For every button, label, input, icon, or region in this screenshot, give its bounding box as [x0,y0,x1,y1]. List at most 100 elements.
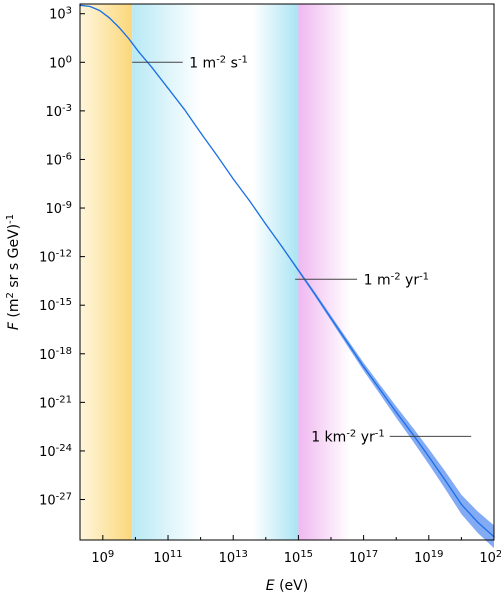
energy-band [252,4,299,540]
y-tick-base: 10 [45,105,62,120]
x-tick-label: 109 [91,549,114,567]
x-axis-label-unit: (eV) [275,578,309,594]
x-tick-exp: 21 [496,549,501,560]
y-axis-label-sup2: -1 [5,214,16,224]
spectrum-point [128,38,130,40]
annotation-part: 1 km [311,429,346,445]
spectrum-point [363,366,365,368]
x-axis-label-var: E [266,578,275,594]
annotation-sup: -1 [238,54,248,65]
x-tick-label: 1015 [284,549,313,567]
spectrum-point [167,87,169,89]
y-tick-exp: -24 [56,442,72,453]
energy-bands [80,4,351,540]
x-tick-base: 10 [349,551,366,566]
y-axis-label-var: F [6,321,22,330]
spectrum-point [200,132,202,134]
spectrum-point [330,317,332,319]
energy-band [298,4,351,540]
y-tick-label: 10-6 [45,151,72,169]
y-tick-label: 10-24 [39,442,72,460]
axis-ticks: 10910111013101510171019102110310010-310-… [39,5,501,566]
spectrum-point [314,293,316,295]
y-tick-label: 10-27 [39,491,72,509]
spectrum-point [98,9,101,12]
spectrum-point [89,5,91,8]
y-tick-label: 10-12 [39,248,72,266]
spectrum-point [138,51,140,53]
x-tick-exp: 9 [108,549,114,560]
annotation-sup: -1 [375,428,385,439]
annotation-sup: -1 [419,271,429,282]
energy-band [80,4,133,540]
y-tick-exp: -15 [56,297,72,308]
y-tick-exp: -6 [62,151,72,162]
x-tick-base: 10 [153,551,170,566]
y-tick-exp: -21 [56,394,72,405]
spectrum-point [297,269,300,271]
annotation-part: yr [356,429,375,445]
spectrum-point [183,108,185,110]
spectrum-point [411,433,414,435]
y-axis-label-part: (m [6,298,22,322]
y-tick-label: 10-3 [45,102,72,120]
annotation-label: 1 km-2 yr-1 [311,428,385,446]
y-tick-base: 10 [39,348,56,363]
spectrum-point [118,26,120,29]
annotation-part: yr [401,272,420,288]
spectrum-uncertainty-band [80,5,494,549]
spectrum-point [444,479,446,481]
x-tick-exp: 19 [431,549,444,560]
y-tick-label: 100 [49,54,72,72]
spectrum-point [232,178,234,180]
annotations: 1 m-2 s-11 m-2 yr-11 km-2 yr-1 [132,54,472,446]
annotation-label: 1 m-2 yr-1 [364,271,429,289]
spectrum-point [216,154,218,157]
spectrum-point [108,17,110,19]
y-tick-label: 10-15 [39,297,72,315]
x-tick-label: 1011 [153,549,182,567]
x-tick-label: 1019 [414,549,443,567]
spectrum-series [79,4,495,549]
spectrum-point [248,200,251,202]
annotation-part: 1 m [189,55,216,71]
y-tick-exp: -9 [62,200,72,211]
x-tick-label: 1017 [349,549,378,567]
y-tick-exp: 0 [66,54,72,65]
x-tick-base: 10 [284,551,301,566]
y-tick-base: 10 [39,396,56,411]
y-tick-base: 10 [45,153,62,168]
annotation-part: s [226,55,238,71]
y-axis-label-sup: 2 [5,292,16,298]
x-tick-base: 10 [91,551,108,566]
y-tick-base: 10 [39,494,56,509]
x-tick-exp: 11 [170,549,183,560]
spectrum-point [281,246,283,248]
y-tick-base: 10 [49,56,66,71]
annotation-sup: -2 [391,271,401,282]
annotation-sup: -2 [346,428,356,439]
energy-band [132,4,201,540]
plot-frame [79,3,495,541]
x-tick-base: 10 [219,551,236,566]
y-tick-base: 10 [39,299,56,314]
spectrum-point [346,341,348,344]
x-tick-exp: 15 [300,549,313,560]
x-tick-base: 10 [479,551,496,566]
x-axis-label: E (eV) [266,578,308,594]
annotation-label: 1 m-2 s-1 [189,54,248,72]
y-tick-base: 10 [45,202,62,217]
spectrum-point [460,503,463,505]
spectrum-point [379,388,381,391]
y-tick-exp: -18 [56,345,72,356]
y-tick-label: 10-21 [39,394,72,412]
spectrum-point [265,223,267,225]
spectrum-point [151,66,153,68]
x-tick-label: 1013 [219,549,248,567]
y-axis-label-part2: sr s GeV) [6,224,22,292]
y-tick-exp: -27 [56,491,72,502]
y-tick-base: 10 [49,8,66,23]
y-tick-label: 10-9 [45,200,72,218]
